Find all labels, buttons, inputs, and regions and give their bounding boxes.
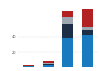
Bar: [62, 17, 73, 24]
Bar: [43, 61, 54, 63]
Bar: [23, 65, 34, 66]
Bar: [43, 63, 54, 64]
Bar: [62, 24, 73, 38]
Bar: [23, 66, 34, 67]
Bar: [62, 11, 73, 17]
Bar: [82, 9, 93, 27]
Bar: [82, 35, 93, 67]
Bar: [43, 64, 54, 65]
Bar: [62, 38, 73, 67]
Bar: [82, 30, 93, 35]
Bar: [82, 27, 93, 30]
Bar: [43, 65, 54, 67]
